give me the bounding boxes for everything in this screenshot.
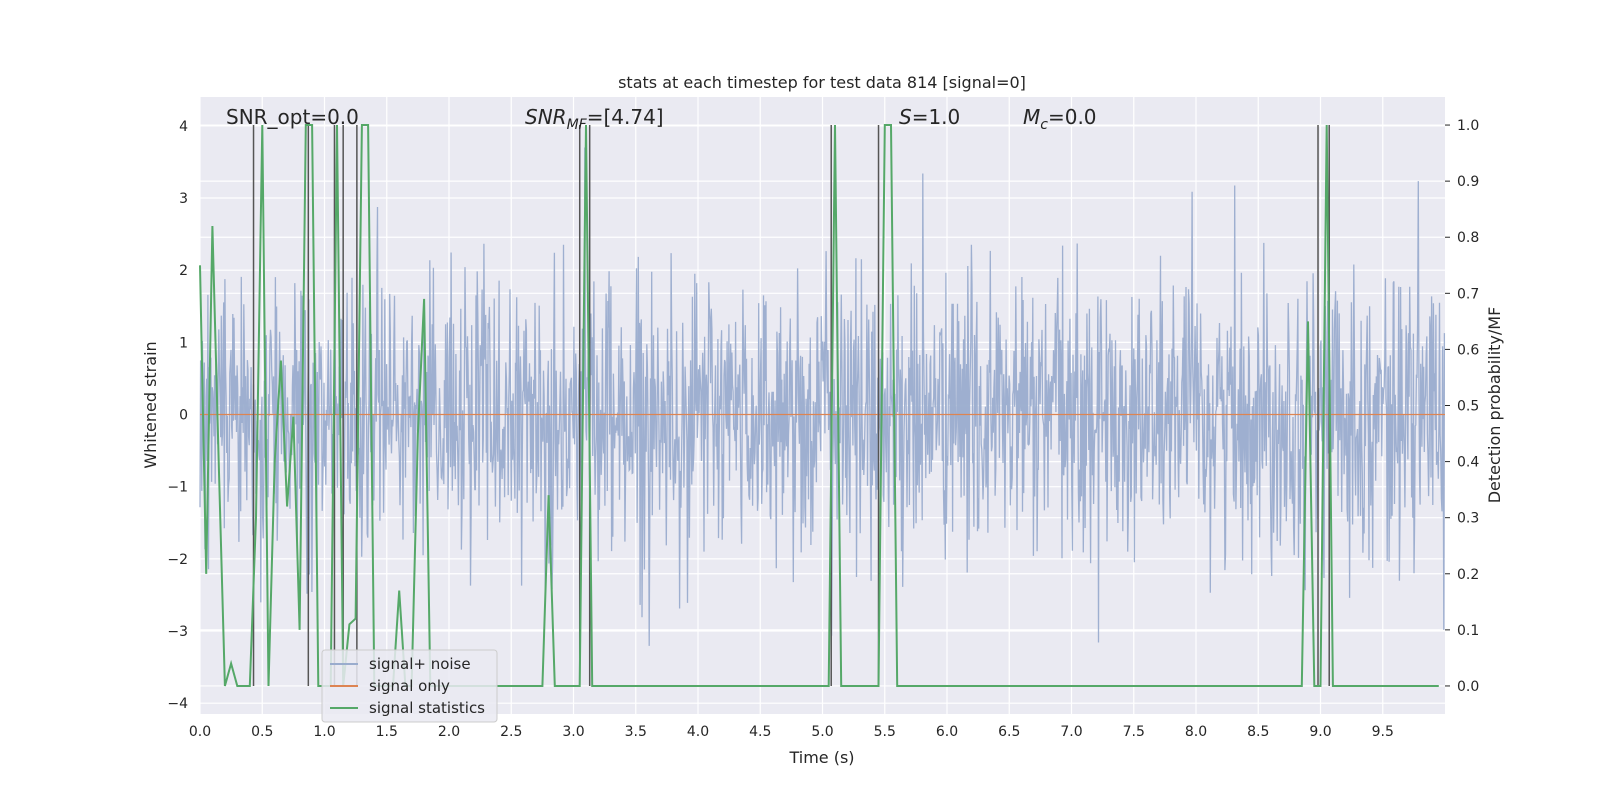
y-left-tick-label: 4: [179, 119, 188, 135]
annotation-snr-mf: SNRMF=[4.74]: [525, 105, 664, 133]
x-tick-label: 0.5: [251, 724, 273, 740]
y-right-tick-label: 0.3: [1457, 511, 1479, 527]
y-right-tick-label: 0.5: [1457, 399, 1479, 415]
x-tick-label: 2.5: [500, 724, 522, 740]
x-tick-label: 3.5: [625, 724, 647, 740]
annotation-mc-base: M: [1023, 105, 1040, 129]
signal-noise-line: [199, 147, 1446, 646]
x-tick-label: 7.5: [1123, 724, 1145, 740]
y-right-tick-label: 0.6: [1457, 342, 1479, 358]
y-right-tick-label: 0.2: [1457, 567, 1479, 583]
y-right-tick-labels: 1.0 0.9 0.8 0.7 0.6 0.5 0.4 0.3 0.2 0.1 0.0: [1445, 118, 1479, 695]
x-tick-label: 6.5: [998, 724, 1020, 740]
x-tick-label: 8.5: [1247, 724, 1269, 740]
annotation-s-base: S: [899, 105, 912, 129]
x-tick-label: 7.0: [1060, 724, 1082, 740]
x-tick-label: 1.0: [313, 724, 335, 740]
y-left-tick-label: −4: [167, 696, 188, 712]
x-tick-label: 3.0: [562, 724, 584, 740]
signal-noise-series: [199, 147, 1446, 646]
x-tick-label: 1.5: [376, 724, 398, 740]
y-left-tick-label: 2: [179, 263, 188, 279]
y-right-tick-label: 0.1: [1457, 623, 1479, 639]
annotation-s: S=1.0: [899, 105, 960, 129]
y-left-tick-label: −3: [167, 624, 188, 640]
x-tick-label: 4.5: [749, 724, 771, 740]
annotation-mc-value: =0.0: [1048, 105, 1097, 129]
y-right-tick-label: 0.0: [1457, 679, 1479, 695]
chart-title: stats at each timestep for test data 814…: [618, 73, 1026, 92]
x-tick-label: 4.0: [687, 724, 709, 740]
annotation-mc: Mc=0.0: [1023, 105, 1097, 133]
x-tick-label: 2.0: [438, 724, 460, 740]
y-right-tick-label: 0.8: [1457, 230, 1479, 246]
x-tick-label: 9.5: [1372, 724, 1394, 740]
annotation-snr-opt: SNR_opt=0.0: [226, 105, 359, 129]
annotation-snr-mf-base: SNR: [525, 105, 567, 129]
x-tick-label: 5.0: [811, 724, 833, 740]
y-left-tick-label: −1: [167, 480, 188, 496]
legend-label-signal-noise: signal+ noise: [369, 655, 471, 673]
legend-box: [321, 649, 498, 723]
legend: signal+ noise signal only signal statist…: [321, 649, 498, 723]
y-left-tick-label: −2: [167, 552, 188, 568]
y-right-tick-label: 0.4: [1457, 455, 1479, 471]
y-left-tick-labels: 4 3 2 1 0 −1 −2 −3 −4: [167, 119, 188, 712]
y-left-tick-label: 0: [179, 408, 188, 424]
x-axis-label: Time (s): [788, 748, 854, 767]
y-left-tick-label: 3: [179, 191, 188, 207]
x-tick-label: 9.0: [1309, 724, 1331, 740]
y-left-axis-label: Whitened strain: [141, 341, 160, 468]
legend-label-signal-only: signal only: [369, 677, 450, 695]
x-tick-label: 5.5: [874, 724, 896, 740]
y-right-tick-label: 0.7: [1457, 286, 1479, 302]
x-tick-label: 8.0: [1185, 724, 1207, 740]
x-tick-label: 0.0: [189, 724, 211, 740]
y-right-tick-label: 1.0: [1457, 118, 1479, 134]
x-tick-labels: 0.0 0.5 1.0 1.5 2.0 2.5 3.0 3.5 4.0 4.5 5.0 5.5 6.0 6…: [189, 724, 1394, 740]
y-left-tick-label: 1: [179, 335, 188, 351]
x-tick-label: 6.0: [936, 724, 958, 740]
annotation-snr-mf-value: =[4.74]: [587, 105, 664, 129]
y-right-tick-label: 0.9: [1457, 174, 1479, 190]
legend-label-signal-statistics: signal statistics: [369, 699, 485, 717]
annotation-s-value: =1.0: [912, 105, 961, 129]
annotation-mc-sub: c: [1040, 117, 1048, 133]
y-right-axis-label: Detection probability/MF: [1485, 307, 1504, 504]
annotation-snr-mf-sub: MF: [567, 117, 588, 133]
